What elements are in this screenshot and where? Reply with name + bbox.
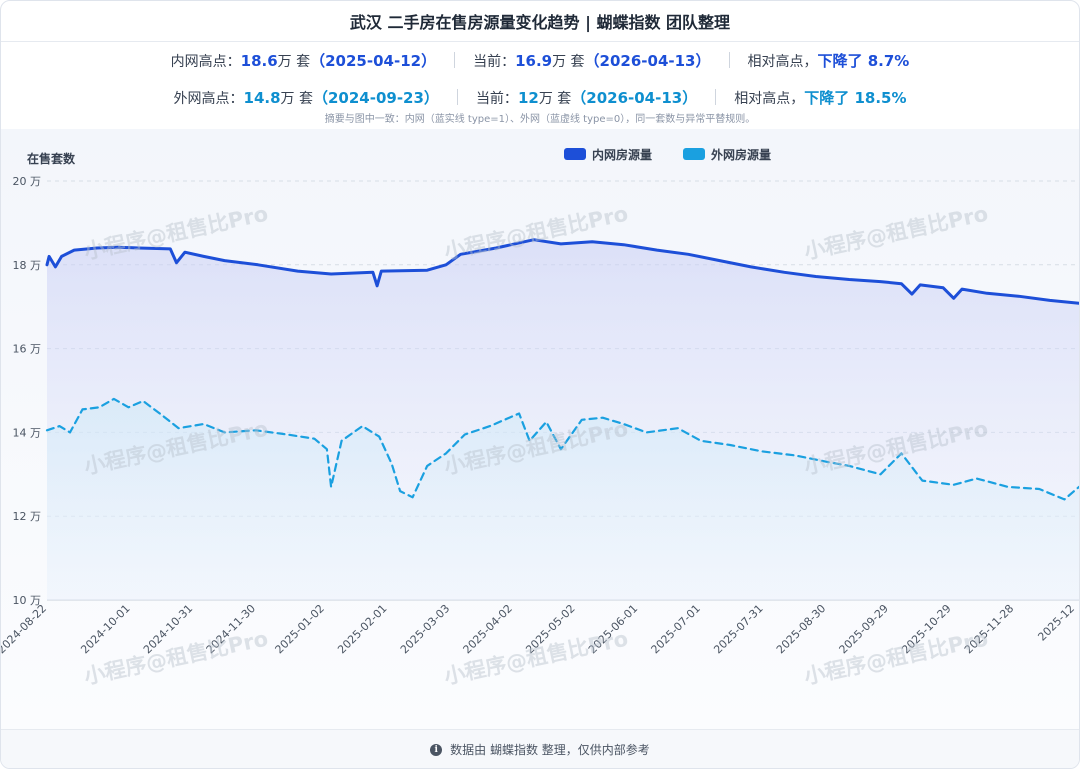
line-chart: 10 万 12 万 14 万 16 万 18 万 20 万在售套数 2024-08-22 20…: [1, 129, 1079, 729]
inner-current-value: 16.9: [515, 51, 553, 70]
outer-current-date: （2026-04-13）: [571, 88, 698, 107]
inner-summary-row: 内网高点： 18.6 万 套 （2025-04-12） 当前： 16.9 万 套…: [1, 45, 1079, 75]
inner-relative-segment: 相对高点， 下降了 8.7%: [738, 50, 920, 71]
outer-high-value: 14.8: [243, 88, 281, 107]
inner-high-unit: 万 套: [277, 53, 311, 70]
inner-high-value: 18.6: [240, 51, 278, 70]
legend-swatch: [683, 148, 705, 160]
outer-series-line: [45, 397, 1079, 501]
outer-high-unit: 万 套: [280, 90, 313, 107]
divider: [456, 89, 458, 105]
divider: [454, 52, 456, 68]
series-area: [47, 398, 1079, 600]
chart-title: 武汉 二手房在售房源量变化趋势 | 蝴蝶指数 团队整理: [1, 1, 1079, 42]
inner-current-segment: 当前： 16.9 万 套 （2026-04-13）: [463, 50, 720, 71]
footer-text: 数据由 蝴蝶指数 整理，仅供内部参考: [450, 743, 650, 757]
y-tick-label: 10 万: [13, 594, 42, 607]
outer-high-segment: 外网高点： 14.8 万 套 （2024-09-23）: [164, 87, 449, 108]
inner-high-segment: 内网高点： 18.6 万 套 （2025-04-12）: [161, 50, 446, 71]
info-icon: i: [430, 743, 443, 756]
outer-relative-label: 相对高点，: [734, 90, 805, 107]
outer-summary-row: 外网高点： 14.8 万 套 （2024-09-23） 当前： 12 万 套 （…: [1, 82, 1079, 112]
divider: [715, 89, 717, 105]
y-axis-label: 在售套数: [27, 151, 76, 166]
outer-high-label: 外网高点：: [173, 90, 244, 107]
outer-relative-segment: 相对高点， 下降了 18.5%: [724, 87, 916, 108]
outer-current-label: 当前：: [475, 90, 518, 107]
legend-outer-label: 外网房源量: [711, 147, 771, 162]
y-tick-label: 18 万: [13, 259, 42, 272]
inner-series-line: [45, 238, 1079, 305]
y-tick-label: 14 万: [13, 426, 42, 439]
inner-relative-label: 相对高点，: [747, 53, 818, 70]
outer-current-segment: 当前： 12 万 套 （2026-04-13）: [466, 87, 707, 108]
inner-drop-value: 下降了 8.7%: [817, 51, 910, 70]
divider: [728, 52, 730, 68]
outer-current-value: 12: [517, 88, 539, 107]
inner-current-unit: 万 套: [552, 53, 585, 70]
outer-drop-value: 下降了 18.5%: [804, 88, 907, 107]
outer-current-unit: 万 套: [538, 90, 572, 107]
legend-swatch: [564, 148, 586, 160]
inner-high-date: （2025-04-12）: [310, 51, 437, 70]
y-tick-label: 12 万: [13, 510, 42, 523]
y-tick-label: 20 万: [13, 175, 42, 188]
inner-current-date: （2026-04-13）: [584, 51, 711, 70]
outer-high-date: （2024-09-23）: [312, 88, 439, 107]
legend-inner-label: 内网房源量: [592, 147, 652, 162]
inner-current-label: 当前：: [473, 53, 516, 70]
inner-high-label: 内网高点：: [170, 53, 241, 70]
summary-note: 摘要与图中一致：内网（蓝实线 type=1）、外网（蓝虚线 type=0），同一…: [324, 114, 756, 125]
footer: i 数据由 蝴蝶指数 整理，仅供内部参考: [1, 729, 1079, 768]
y-tick-label: 16 万: [13, 343, 42, 356]
